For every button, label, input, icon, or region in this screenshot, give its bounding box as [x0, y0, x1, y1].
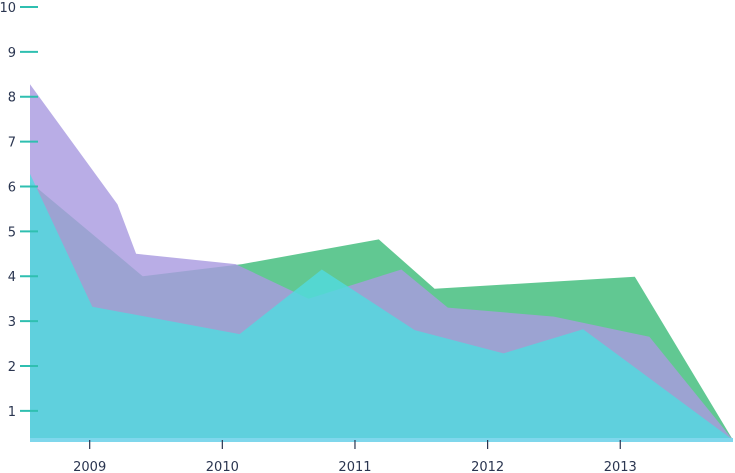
y-tick-label-4: 4	[8, 270, 16, 285]
x-axis: 2009 2010 2011 2012 2013	[73, 440, 637, 473]
y-tick-label-5: 5	[8, 225, 16, 240]
x-tick-label-2010: 2010	[206, 460, 239, 473]
y-axis: 1 2 3 4 5 6 7 8 9 10	[0, 1, 38, 420]
y-tick-label-7: 7	[8, 136, 16, 151]
y-tick-label-10: 10	[0, 1, 16, 16]
area-series-group	[30, 84, 733, 440]
area-series-3	[30, 173, 733, 440]
x-tick-label-2011: 2011	[338, 460, 371, 473]
x-tick-label-2009: 2009	[73, 460, 106, 473]
y-tick-label-9: 9	[8, 46, 16, 61]
x-tick-label-2013: 2013	[604, 460, 637, 473]
y-tick-label-6: 6	[8, 180, 16, 195]
y-tick-label-1: 1	[8, 405, 16, 420]
y-tick-label-2: 2	[8, 360, 16, 375]
y-tick-label-3: 3	[8, 315, 16, 330]
x-tick-label-2012: 2012	[471, 460, 504, 473]
y-tick-label-8: 8	[8, 91, 16, 106]
baseline-group	[30, 438, 733, 442]
x-axis-baseline	[30, 438, 733, 442]
